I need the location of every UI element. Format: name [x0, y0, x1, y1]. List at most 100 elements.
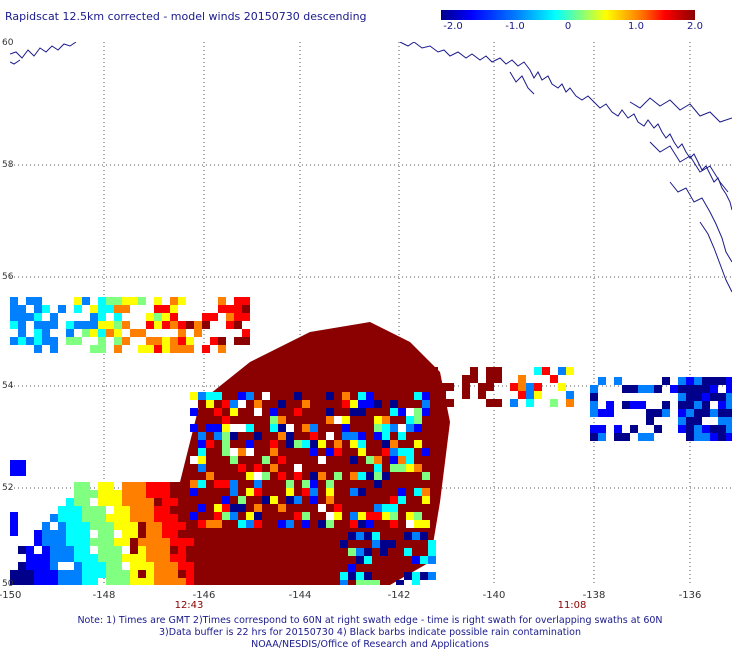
swath-cell: [222, 448, 230, 456]
swath-cell: [146, 321, 154, 329]
swath-cell: [726, 401, 732, 409]
swath-cell: [694, 401, 702, 409]
colorbar-tick: 0: [564, 21, 572, 32]
swath-cell: [374, 472, 382, 480]
swath-cell: [486, 399, 494, 407]
swath-cell: [170, 297, 178, 305]
swath-cell: [162, 562, 170, 570]
swath-cell: [310, 472, 318, 480]
swath-cell: [566, 399, 574, 407]
swath-cell: [374, 416, 382, 424]
swath-cell: [34, 297, 42, 305]
swath-cell: [162, 514, 170, 522]
swath-cell: [106, 329, 114, 337]
swath-cell: [106, 305, 114, 313]
swath-cell: [318, 456, 326, 464]
swath-cell: [374, 512, 382, 520]
swath-cell: [162, 337, 170, 345]
swath-cell: [170, 482, 178, 490]
swath-cell: [326, 488, 334, 496]
swath-cell: [326, 392, 334, 400]
swath-cell: [710, 393, 718, 401]
swath-cell: [350, 488, 358, 496]
swath-cell: [206, 520, 214, 528]
swath-cell: [462, 391, 470, 399]
swath-cell: [726, 409, 732, 417]
swath-cell: [218, 337, 226, 345]
swath-cell: [702, 433, 710, 441]
swath-cell: [294, 392, 302, 400]
map-plot-area: [10, 42, 732, 585]
swath-cell: [406, 416, 414, 424]
swath-cell: [130, 329, 138, 337]
swath-cell: [718, 377, 726, 385]
swath-cell: [294, 408, 302, 416]
swath-cell: [278, 416, 286, 424]
swath-cell: [510, 399, 518, 407]
swath-cell: [114, 329, 122, 337]
swath-cell: [170, 490, 178, 498]
swath-cell: [138, 578, 146, 585]
swath-cell: [194, 329, 202, 337]
swath-cell: [406, 520, 414, 528]
swath-cell: [550, 375, 558, 383]
swath-cell: [230, 400, 238, 408]
swath-cell: [214, 408, 222, 416]
swath-cell: [154, 562, 162, 570]
swath-cell: [234, 305, 242, 313]
swath-cell: [278, 456, 286, 464]
swath-cell: [170, 345, 178, 353]
swath-cell: [50, 345, 58, 353]
swath-cell: [186, 530, 194, 538]
swath-cell: [710, 409, 718, 417]
swath-cell: [66, 546, 74, 554]
swath-cell: [130, 530, 138, 538]
swath-cell: [230, 448, 238, 456]
swath-cell: [106, 546, 114, 554]
lat-label: 52: [2, 483, 14, 493]
swath-cell: [226, 321, 234, 329]
swath-cell: [146, 522, 154, 530]
swath-cell: [58, 305, 66, 313]
swath-cell: [678, 377, 686, 385]
swath-cell: [646, 433, 654, 441]
swath-cell: [98, 530, 106, 538]
swath-cell: [74, 522, 82, 530]
swath-cell: [358, 400, 366, 408]
swath-cell: [138, 297, 146, 305]
swath-cell: [98, 345, 106, 353]
swath-cell: [42, 554, 50, 562]
swath-cell: [702, 409, 710, 417]
swath-cell: [190, 456, 198, 464]
swath-cell: [340, 572, 348, 580]
swath-cell: [590, 393, 598, 401]
swath-cell: [350, 440, 358, 448]
swath-cell: [114, 337, 122, 345]
swath-cell: [406, 408, 414, 416]
swath-cell: [66, 506, 74, 514]
swath-cell: [50, 570, 58, 578]
swath-cell: [270, 464, 278, 472]
swath-cell: [334, 440, 342, 448]
swath-cell: [726, 433, 732, 441]
swath-cell: [710, 377, 718, 385]
swath-cell: [374, 424, 382, 432]
swath-cell: [404, 532, 412, 540]
swath-cell: [350, 472, 358, 480]
swath-cell: [146, 506, 154, 514]
swath-cell: [198, 456, 206, 464]
swath-cell: [34, 305, 42, 313]
swath-cell: [202, 313, 210, 321]
swath-cell: [42, 562, 50, 570]
swath-cell: [122, 522, 130, 530]
swath-cell: [404, 572, 412, 580]
swath-cell: [222, 504, 230, 512]
swath-cell: [154, 522, 162, 530]
swath-cell: [186, 321, 194, 329]
swath-cell: [130, 554, 138, 562]
swath-cell: [230, 408, 238, 416]
swath-cell: [364, 556, 372, 564]
swath-cell: [138, 506, 146, 514]
swath-cell: [162, 546, 170, 554]
swath-cell: [390, 448, 398, 456]
